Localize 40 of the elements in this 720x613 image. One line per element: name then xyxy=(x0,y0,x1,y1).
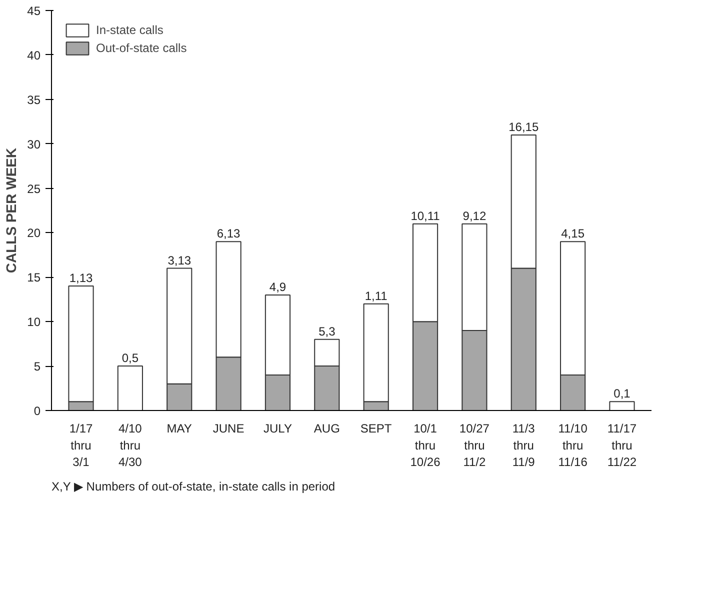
annotation: 1,11 xyxy=(364,288,388,303)
x-tick-label: 11/10 thru 11/16 xyxy=(558,422,588,470)
annotation: 0,1 xyxy=(614,386,631,401)
text: X,Y ▶ Numbers of out-of-state, in-state calls in period xyxy=(52,480,336,494)
annotation: 5,3 xyxy=(318,324,336,338)
annotation: 1,13 xyxy=(69,271,94,286)
x-tick-label: AUG xyxy=(314,422,340,436)
y-tick-label: 40 xyxy=(27,48,41,62)
annotation: 4,15 xyxy=(561,226,585,241)
annotation: 4,9 xyxy=(269,280,286,294)
y-tick-label: 5 xyxy=(34,360,41,374)
x-tick-label: JULY xyxy=(264,422,292,436)
annotation: 10,11 xyxy=(410,208,440,223)
x-tick-label: 10/1 thru 10/26 xyxy=(410,422,441,470)
x-tick-label: JUNE xyxy=(212,422,244,436)
annotation: 6,13 xyxy=(216,226,241,241)
annotation: 3,13 xyxy=(168,253,192,268)
x-tick-label: 4/10 thru 4/30 xyxy=(118,422,142,470)
annotation: 9,12 xyxy=(462,208,486,223)
annotation: 16,15 xyxy=(508,120,539,134)
x-tick-label: 10/27 thru 11/2 xyxy=(459,422,490,470)
x-tick-label: 1/17 thru 3/1 xyxy=(69,422,94,470)
y-tick-label: 20 xyxy=(27,226,41,240)
legend-label: Out-of-state calls xyxy=(96,41,187,55)
y-tick-label: 25 xyxy=(27,182,41,196)
legend-label: In-state calls xyxy=(96,23,164,37)
x-tick-label: SEPT xyxy=(360,422,392,436)
x-tick-label: 11/3 thru 11/9 xyxy=(512,422,536,470)
y-tick-label: 15 xyxy=(27,270,41,285)
y-tick-label: 30 xyxy=(27,137,41,152)
y-tick-label: 45 xyxy=(27,4,41,18)
y-tick-label: 35 xyxy=(27,92,41,107)
y-axis-title: CALLS PER WEEK xyxy=(3,148,20,274)
annotation: 0,5 xyxy=(122,351,139,366)
x-tick-label: MAY xyxy=(166,422,192,436)
bar xyxy=(609,401,635,410)
y-tick-label: 0 xyxy=(34,404,41,418)
y-tick-label: 10 xyxy=(27,315,41,330)
x-tick-label: 11/17 thru 11/22 xyxy=(607,422,637,470)
bar xyxy=(117,366,143,410)
